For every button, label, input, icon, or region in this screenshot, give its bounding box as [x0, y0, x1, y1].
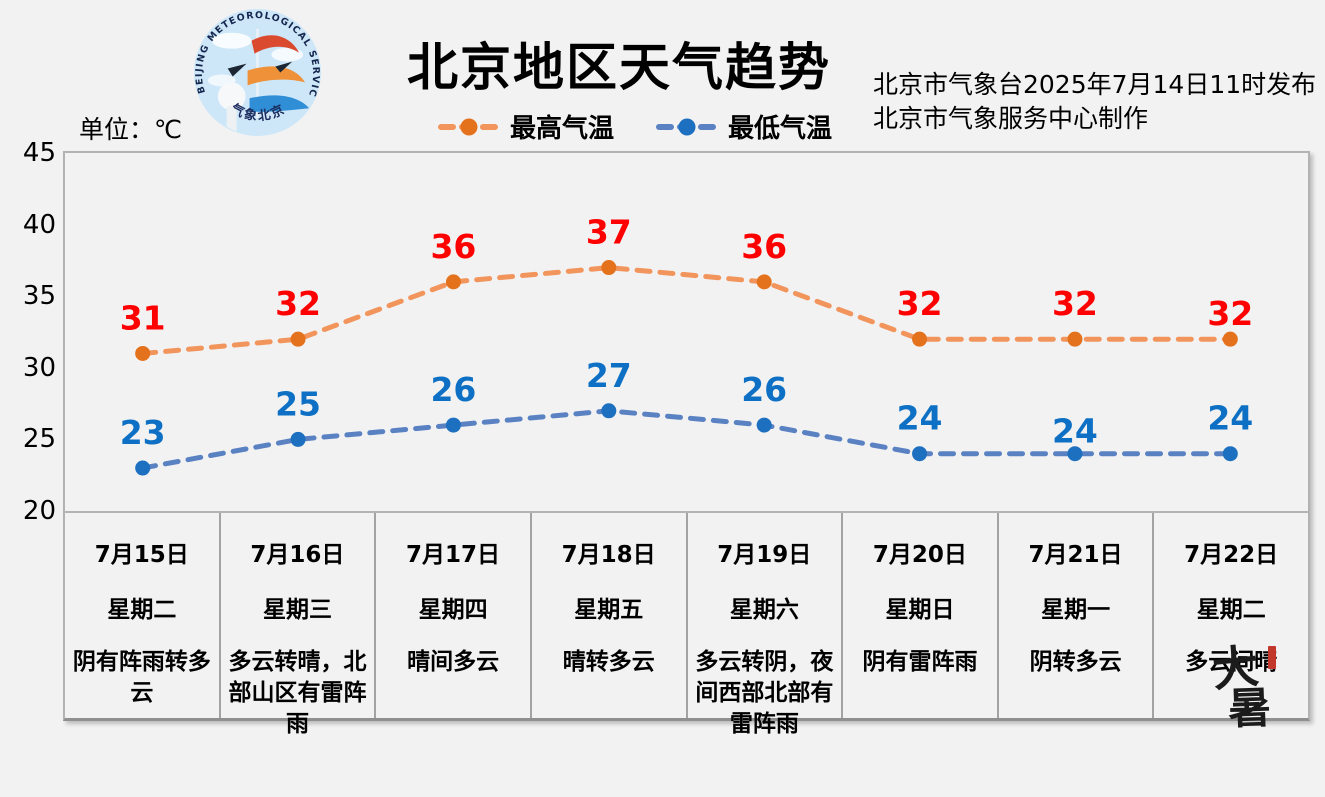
- date-label: 7月22日: [1184, 542, 1279, 568]
- data-point-marker: [601, 260, 617, 276]
- y-axis-tick-label: 35: [22, 281, 56, 312]
- plot-area: 31 32 36 37 36 32 32 32 23 25 26 27 26 24 24 24: [63, 151, 1310, 513]
- weekday-label: 星期一: [1041, 597, 1111, 623]
- date-label: 7月18日: [561, 542, 656, 568]
- series-line-1: [140, 408, 1233, 471]
- data-point-marker: [601, 403, 617, 419]
- data-point-marker: [135, 345, 151, 361]
- data-point-marker: [445, 417, 461, 433]
- day-column-0: 7月15日星期二阴有阵雨转多云: [65, 513, 221, 718]
- day-column-2: 7月17日星期四晴间多云: [376, 513, 532, 718]
- legend-label: 最高气温: [510, 114, 615, 144]
- weekday-label: 星期五: [574, 597, 644, 623]
- data-point-marker: [445, 274, 461, 290]
- weather-text: 晴转多云: [562, 649, 655, 675]
- y-axis-tick-label: 45: [22, 138, 56, 168]
- weather-text: 阴有雷阵雨: [862, 649, 978, 675]
- weekday-label: 星期六: [729, 597, 799, 623]
- weather-text: 多云转晴，北部山区有雷阵雨: [228, 649, 367, 737]
- data-point-label: 26: [741, 370, 787, 409]
- legend-item-1: 最低气温: [656, 108, 832, 145]
- data-point-label: 31: [120, 299, 166, 338]
- y-axis-tick-label: 20: [22, 496, 56, 526]
- data-point-label: 24: [897, 399, 943, 438]
- weather-text: 阴转多云: [1029, 649, 1122, 675]
- data-point-marker: [1222, 331, 1238, 347]
- date-label: 7月15日: [94, 542, 189, 568]
- beijing-meteorological-service-logo: BEIJING METEOROLOGICAL SERVICE 气象北京: [191, 7, 322, 137]
- date-label: 7月20日: [872, 542, 967, 568]
- data-point-label: 32: [1052, 284, 1098, 323]
- day-column-7: 7月22日星期二多云间晴: [1154, 513, 1308, 718]
- publish-info: 北京市气象台2025年7月14日11时发布 北京市气象服务中心制作: [873, 68, 1316, 136]
- day-column-4: 7月19日星期六多云转阴，夜间西部北部有雷阵雨: [688, 513, 844, 737]
- y-axis-tick-label: 30: [22, 352, 56, 383]
- data-point-label: 32: [1207, 294, 1253, 333]
- data-point-label: 37: [586, 213, 632, 252]
- weather-text: 晴间多云: [407, 649, 500, 675]
- y-axis-tick-label: 25: [22, 424, 56, 455]
- chart-legend: 最高气温 最低气温: [438, 108, 832, 145]
- data-point-label: 36: [741, 227, 787, 266]
- logo-art: [207, 28, 310, 133]
- day-column-1: 7月16日星期三多云转晴，北部山区有雷阵雨: [221, 513, 377, 737]
- publish-line-2: 北京市气象服务中心制作: [873, 104, 1149, 133]
- day-column-6: 7月21日星期一阴转多云: [999, 513, 1155, 718]
- logo-bird-icon: [227, 63, 247, 77]
- weather-text: 多云间晴: [1185, 649, 1278, 675]
- publish-line-1: 北京市气象台2025年7月14日11时发布: [873, 70, 1317, 99]
- logo-blue-swoosh: [249, 95, 310, 112]
- data-point-marker: [135, 460, 151, 476]
- data-point-label: 32: [275, 284, 321, 323]
- temperature-chart: 31 32 36 37 36 32 32 32 23 25 26 27 26 24 24 24: [120, 213, 1253, 476]
- data-point-marker: [912, 446, 928, 462]
- y-axis-tick-label: 40: [22, 209, 56, 240]
- chart-frame: 31 32 36 37 36 32 32 32 23 25 26 27 26 24 24 24 7月15日星期…: [63, 151, 1310, 737]
- legend-marker-icon: [438, 118, 500, 135]
- data-point-marker: [756, 417, 772, 433]
- legend-item-0: 最高气温: [438, 108, 614, 145]
- data-point-label: 27: [586, 356, 632, 395]
- date-label: 7月19日: [717, 542, 812, 568]
- logo-orange-swoosh: [247, 66, 306, 86]
- weekday-label: 星期三: [262, 597, 332, 623]
- page-title: 北京地区天气趋势: [407, 39, 832, 98]
- legend-label: 最低气温: [728, 114, 833, 144]
- unit-label: 单位：℃: [79, 115, 183, 144]
- data-point-marker: [912, 331, 928, 347]
- data-point-marker: [290, 331, 306, 347]
- weekday-label: 星期日: [885, 597, 955, 623]
- data-point-label: 26: [430, 370, 476, 409]
- data-point-label: 24: [1052, 412, 1098, 451]
- weather-text: 阴有阵雨转多云: [72, 649, 211, 706]
- data-point-label: 36: [430, 227, 476, 266]
- legend-marker-icon: [656, 118, 719, 135]
- data-point-label: 25: [275, 384, 321, 423]
- radar-dome-icon: [217, 82, 246, 111]
- day-column-3: 7月18日星期五晴转多云: [532, 513, 688, 718]
- data-point-marker: [1067, 331, 1083, 347]
- data-point-label: 24: [1207, 399, 1253, 438]
- logo-bird-icon: [275, 61, 293, 73]
- data-point-label: 32: [897, 284, 943, 323]
- data-point-label: 23: [120, 413, 166, 452]
- weekday-label: 星期四: [418, 597, 488, 623]
- data-point-marker: [1222, 446, 1238, 462]
- forecast-table: 7月15日 星期二 阴有阵雨转多云 7月16日 星期三 多云转晴，北部山区有雷阵雨 7月17…: [63, 513, 1310, 737]
- date-label: 7月17日: [406, 542, 501, 568]
- weekday-label: 星期二: [1196, 597, 1266, 623]
- logo-red-swoosh: [251, 35, 300, 54]
- weekday-label: 星期二: [107, 597, 177, 623]
- weather-text: 多云转阴，夜间西部北部有雷阵雨: [695, 649, 834, 737]
- day-column-5: 7月20日星期日阴有雷阵雨: [843, 513, 999, 718]
- data-point-marker: [1067, 446, 1083, 462]
- series-line-0: [140, 265, 1233, 356]
- date-label: 7月16日: [250, 542, 345, 568]
- data-point-marker: [290, 431, 306, 447]
- data-point-marker: [756, 274, 772, 290]
- date-label: 7月21日: [1028, 542, 1123, 568]
- logo-bottom-text: 气象北京: [228, 101, 288, 125]
